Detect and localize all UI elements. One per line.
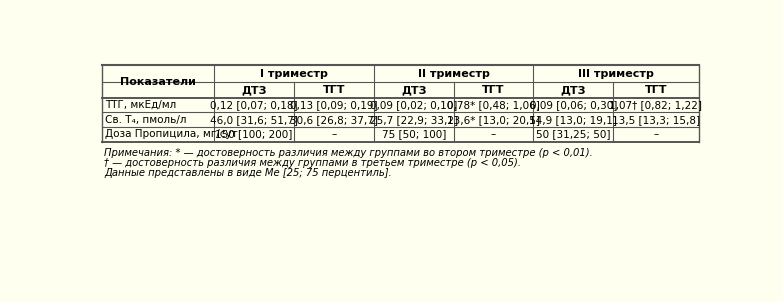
Text: Данные представлены в виде Me [25; 75 перцентиль].: Данные представлены в виде Me [25; 75 пе… — [104, 168, 392, 178]
Text: –: – — [331, 130, 337, 140]
Text: III триместр: III триместр — [578, 69, 654, 79]
Text: ТГТ: ТГТ — [644, 85, 667, 95]
Text: Показатели: Показатели — [120, 77, 196, 87]
Text: 13,6* [13,0; 20,5]: 13,6* [13,0; 20,5] — [447, 115, 540, 125]
Text: 0,13 [0,09; 0,19]: 0,13 [0,09; 0,19] — [290, 100, 377, 110]
Text: 50 [31,25; 50]: 50 [31,25; 50] — [536, 130, 611, 140]
Text: 0,09 [0,06; 0,30]: 0,09 [0,06; 0,30] — [529, 100, 617, 110]
Text: 1,07† [0,82; 1,22]: 1,07† [0,82; 1,22] — [609, 100, 702, 110]
Text: 150 [100; 200]: 150 [100; 200] — [215, 130, 293, 140]
Text: 46,0 [31,6; 51,7]: 46,0 [31,6; 51,7] — [210, 115, 298, 125]
Text: Доза Пропицила, мг/сут: Доза Пропицила, мг/сут — [105, 129, 237, 140]
Text: Примечания: * — достоверность различия между группами во втором триместре (p < 0: Примечания: * — достоверность различия м… — [104, 148, 593, 158]
Text: 30,6 [26,8; 37,7]: 30,6 [26,8; 37,7] — [290, 115, 378, 125]
Text: –: – — [491, 130, 496, 140]
Text: II триместр: II триместр — [417, 69, 489, 79]
Text: –: – — [653, 130, 659, 140]
Text: ТГТ: ТГТ — [482, 85, 505, 95]
Text: ТТГ, мкЕд/мл: ТТГ, мкЕд/мл — [105, 100, 176, 110]
Text: ДТЗ: ДТЗ — [401, 85, 427, 95]
Text: 25,7 [22,9; 33,2]: 25,7 [22,9; 33,2] — [370, 115, 458, 125]
Text: † — достоверность различия между группами в третьем триместре (p < 0,05).: † — достоверность различия между группам… — [104, 158, 521, 168]
Text: ДТЗ: ДТЗ — [241, 85, 267, 95]
Text: ТГТ: ТГТ — [323, 85, 345, 95]
Text: 13,5 [13,3; 15,8]: 13,5 [13,3; 15,8] — [612, 115, 700, 125]
Text: 0,12 [0,07; 0,18]: 0,12 [0,07; 0,18] — [210, 100, 298, 110]
Text: 0,78* [0,48; 1,06]: 0,78* [0,48; 1,06] — [447, 100, 540, 110]
Text: 75 [50; 100]: 75 [50; 100] — [381, 130, 446, 140]
Text: Св. T₄, пмоль/л: Св. T₄, пмоль/л — [105, 115, 186, 125]
Text: 14,9 [13,0; 19,1]: 14,9 [13,0; 19,1] — [529, 115, 617, 125]
Text: I триместр: I триместр — [260, 69, 328, 79]
Text: 0,09 [0,02; 0,10]: 0,09 [0,02; 0,10] — [370, 100, 457, 110]
Text: ДТЗ: ДТЗ — [561, 85, 586, 95]
